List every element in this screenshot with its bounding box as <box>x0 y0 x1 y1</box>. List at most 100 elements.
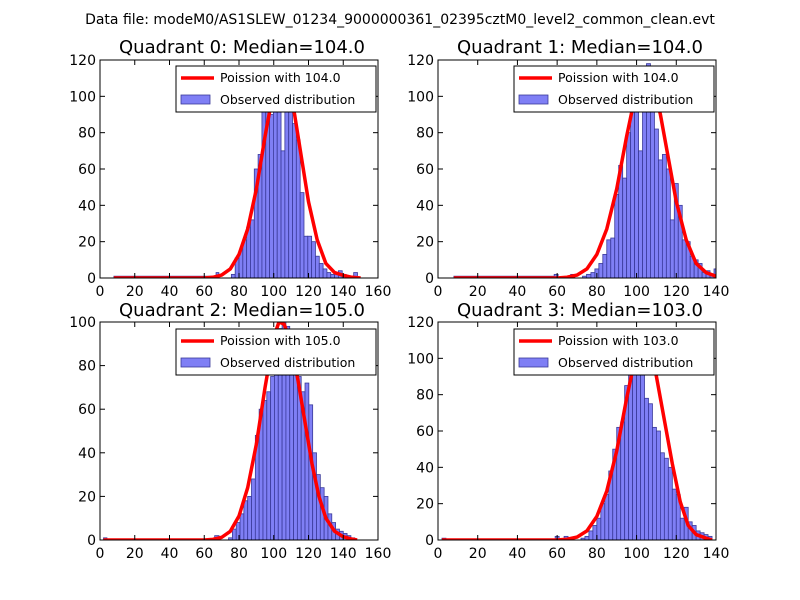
y-tick-label: 40 <box>78 198 96 214</box>
x-tick-label: 60 <box>548 546 566 562</box>
y-tick-label: 60 <box>78 402 96 418</box>
histogram-bar <box>243 500 249 540</box>
histogram-bar <box>648 403 653 540</box>
x-tick-label: 140 <box>330 546 357 562</box>
histogram-bar <box>598 263 604 278</box>
y-tick-label: 80 <box>78 359 96 375</box>
histogram-bar <box>614 194 620 278</box>
histogram-bar <box>295 139 301 278</box>
y-tick-label: 120 <box>69 53 96 69</box>
y-tick-label: 40 <box>416 198 434 214</box>
y-tick-label: 80 <box>78 126 96 142</box>
panel-title: Quadrant 3: Median=103.0 <box>457 300 703 321</box>
legend-line-label: Poission with 104.0 <box>558 70 679 85</box>
histogram-bar <box>311 241 316 278</box>
histogram-bar <box>650 99 655 278</box>
panel-quadrant-1: Quadrant 1: Median=104.0 0 20 40 60 80 100 120… <box>407 37 729 300</box>
legend: Poission with 103.0 Observed distributio… <box>513 328 715 376</box>
histogram-bar <box>610 237 616 278</box>
legend: Poission with 105.0 Observed distributio… <box>175 328 377 376</box>
histogram-bar <box>592 525 598 540</box>
poisson-curve <box>103 322 358 540</box>
y-tick-label: 80 <box>416 126 434 142</box>
legend-line-label: Poission with 105.0 <box>220 333 341 348</box>
histogram-bar <box>626 132 632 278</box>
histogram-bar <box>620 421 626 540</box>
histogram-bar <box>584 535 590 540</box>
histogram-bar <box>590 272 596 278</box>
x-tick-label: 0 <box>434 546 443 562</box>
histogram-bars <box>113 92 358 278</box>
x-tick-label: 40 <box>509 546 527 562</box>
histogram-bar <box>274 365 279 540</box>
y-tick-label: 0 <box>87 271 96 287</box>
x-tick-label: 60 <box>195 284 213 300</box>
x-tick-label: 120 <box>663 284 690 300</box>
y-tick-label: 60 <box>416 162 434 178</box>
y-tick-label: 60 <box>416 424 434 440</box>
x-tick-label: 0 <box>96 546 105 562</box>
y-tick-label: 0 <box>87 533 96 549</box>
histogram-bar <box>330 273 335 278</box>
histogram-bar <box>318 263 324 278</box>
histogram-bar <box>669 219 675 278</box>
y-tick-label: 100 <box>407 351 434 367</box>
x-tick-label: 40 <box>509 284 527 300</box>
histogram-bar <box>588 530 594 540</box>
histogram-bar <box>602 253 608 278</box>
y-tick-label: 20 <box>78 235 96 251</box>
histogram-bar <box>288 92 293 278</box>
x-tick-label: 160 <box>365 546 392 562</box>
legend-bar-swatch <box>180 357 211 368</box>
histogram-bar <box>326 272 332 278</box>
histogram-bar <box>634 88 639 278</box>
x-tick-label: 140 <box>703 284 730 300</box>
y-tick-label: 100 <box>407 89 434 105</box>
x-tick-label: 120 <box>295 546 322 562</box>
x-tick-label: 0 <box>96 284 105 300</box>
histogram-bar <box>679 517 685 540</box>
histogram-bar <box>644 397 649 540</box>
histogram-bar <box>652 426 657 540</box>
histogram-bar <box>262 400 268 540</box>
x-tick-label: 100 <box>260 284 287 300</box>
histogram-bar <box>230 273 236 278</box>
histogram-bar <box>671 488 677 540</box>
x-tick-label: 120 <box>663 546 690 562</box>
x-tick-label: 60 <box>548 284 566 300</box>
y-tick-label: 100 <box>69 315 96 331</box>
legend-bar-label: Observed distribution <box>220 355 355 370</box>
y-tick-label: 20 <box>416 235 434 251</box>
x-tick-label: 40 <box>161 546 179 562</box>
y-tick-label: 100 <box>69 89 96 105</box>
histogram-bar <box>622 177 628 278</box>
legend-bar-swatch <box>518 94 549 105</box>
legend-bar-label: Observed distribution <box>220 92 355 107</box>
histogram-bar <box>638 150 643 278</box>
y-tick-label: 40 <box>78 446 96 462</box>
x-tick-label: 20 <box>126 284 144 300</box>
histogram-bar <box>284 101 290 278</box>
y-tick-label: 40 <box>416 460 434 476</box>
histogram-bar <box>667 466 673 540</box>
histogram-bar <box>604 494 610 540</box>
legend-line-label: Poission with 103.0 <box>558 333 679 348</box>
histogram-bar <box>270 376 275 540</box>
histogram-bar <box>642 90 647 278</box>
figure-title: Data file: modeM0/AS1SLEW_01234_90000003… <box>85 12 715 28</box>
histogram-bar <box>586 273 592 278</box>
histogram-bar <box>280 150 286 278</box>
x-tick-label: 80 <box>588 284 606 300</box>
histogram-bar <box>299 192 305 278</box>
legend: Poission with 104.0 Observed distributio… <box>513 65 715 113</box>
panel-quadrant-2: Quadrant 2: Median=105.0 0 20 40 60 80 100 120… <box>69 300 391 562</box>
histogram-bar <box>292 123 297 278</box>
x-tick-label: 0 <box>434 284 443 300</box>
histogram-bar <box>303 235 309 278</box>
histogram-bar <box>251 478 256 540</box>
histogram-bar <box>239 513 245 540</box>
histogram-bar <box>307 235 313 278</box>
histogram-bar <box>293 365 298 540</box>
y-tick-label: 20 <box>416 497 434 513</box>
